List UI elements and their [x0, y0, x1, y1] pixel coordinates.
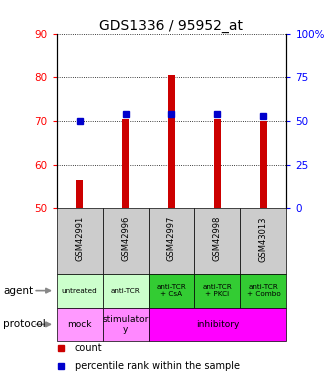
Text: agent: agent [3, 286, 33, 296]
Bar [57, 274, 103, 308]
Text: GSM42991: GSM42991 [75, 216, 84, 261]
Text: inhibitory: inhibitory [196, 320, 239, 329]
Bar [149, 274, 194, 308]
Text: GSM42998: GSM42998 [213, 216, 222, 261]
Bar [149, 308, 286, 341]
Bar [194, 274, 240, 308]
Bar [103, 274, 149, 308]
Text: count: count [75, 343, 103, 353]
Text: anti-TCR
+ Combo: anti-TCR + Combo [246, 284, 280, 297]
Bar [76, 180, 83, 208]
Bar [240, 208, 286, 274]
Text: mock: mock [67, 320, 92, 329]
Bar [57, 208, 103, 274]
Bar [122, 119, 129, 208]
Text: anti-TCR
+ PKCi: anti-TCR + PKCi [202, 284, 232, 297]
Text: GSM42997: GSM42997 [167, 216, 176, 261]
Text: protocol: protocol [3, 320, 46, 329]
Bar [214, 119, 221, 208]
Text: untreated: untreated [62, 288, 98, 294]
Bar [149, 208, 194, 274]
Text: GSM42996: GSM42996 [121, 216, 130, 261]
Bar [260, 121, 267, 208]
Text: GSM43013: GSM43013 [259, 216, 268, 261]
Bar [57, 308, 103, 341]
Bar [103, 308, 149, 341]
Text: percentile rank within the sample: percentile rank within the sample [75, 361, 240, 371]
Bar [194, 208, 240, 274]
Bar [168, 75, 175, 208]
Bar [103, 208, 149, 274]
Text: stimulator
y: stimulator y [102, 315, 149, 334]
Bar [240, 274, 286, 308]
Title: GDS1336 / 95952_at: GDS1336 / 95952_at [100, 19, 243, 33]
Text: anti-TCR
+ CsA: anti-TCR + CsA [157, 284, 186, 297]
Text: anti-TCR: anti-TCR [111, 288, 141, 294]
